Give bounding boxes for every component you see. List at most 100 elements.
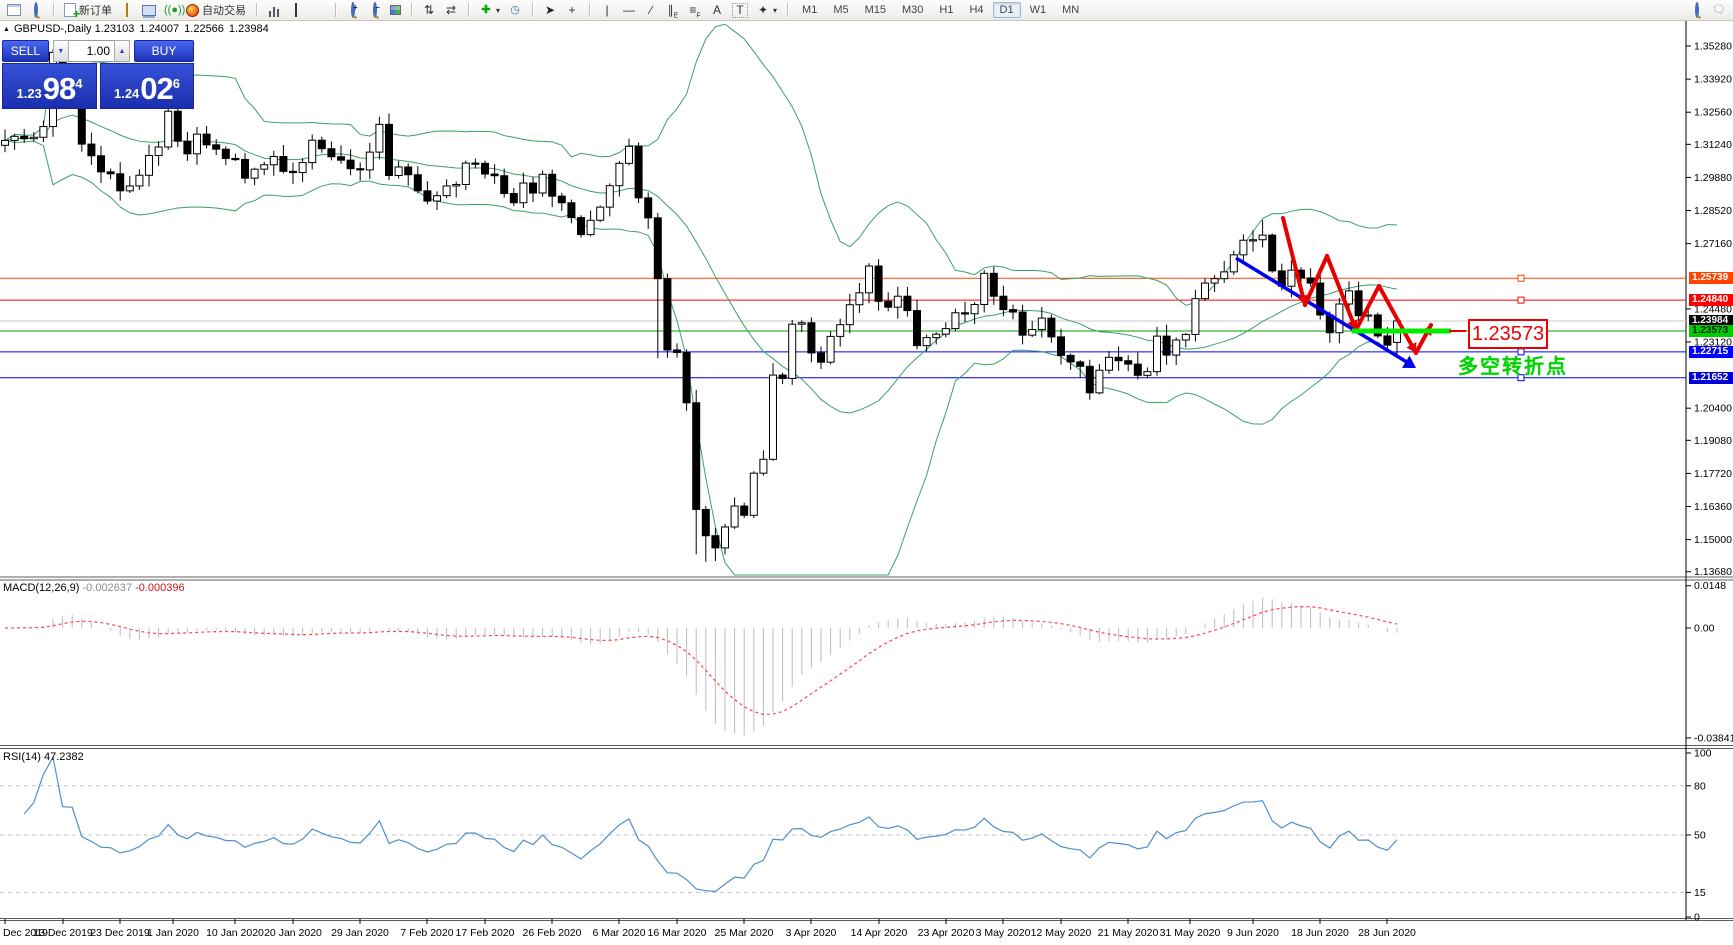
candle-body-bull xyxy=(1181,333,1190,341)
chat-button[interactable]: 🗨 xyxy=(1708,3,1730,18)
turning-point-note[interactable]: 多空转折点 xyxy=(1458,356,1568,378)
timeframe-w1[interactable]: W1 xyxy=(1029,4,1047,16)
axis-tick-label: 0.00 xyxy=(1694,623,1715,635)
hline-tool-button[interactable]: — xyxy=(618,3,640,18)
tile-windows-button[interactable] xyxy=(386,4,405,16)
ohlc-open: 1.23103 xyxy=(94,23,135,35)
volume-decrease-button[interactable]: ▼ xyxy=(52,40,69,62)
new-order-button[interactable]: 新订单 xyxy=(60,1,116,21)
timeframe-m15[interactable]: M15 xyxy=(864,4,886,16)
one-click-trading-panel: SELL ▼ 1.00 ▲ BUY 1.23 98 4 1.24 02 6 xyxy=(2,40,194,110)
candle-body-bull xyxy=(893,295,902,308)
timeframe-m30[interactable]: M30 xyxy=(902,4,924,16)
volume-increase-button[interactable]: ▲ xyxy=(114,40,131,62)
candle-body-bull xyxy=(586,219,595,236)
candle-body-bear xyxy=(241,158,249,179)
macd-value-signal: -0.000396 xyxy=(135,582,185,594)
cursor-tool-button[interactable]: ➤ xyxy=(539,3,561,18)
candle-body-bull xyxy=(461,162,470,185)
symbol-period: GBPUSD-,Daily xyxy=(13,23,92,35)
candle-body-bear xyxy=(346,159,355,170)
timeframe-h4[interactable]: H4 xyxy=(969,4,984,16)
candle-body-bull xyxy=(1287,269,1296,287)
candle-body-bear xyxy=(20,135,29,140)
candle-body-bear xyxy=(778,374,787,379)
cursor-icon: ➤ xyxy=(544,2,556,17)
candle-body-bull xyxy=(1258,234,1267,241)
auto-scroll-button[interactable]: ⇅ xyxy=(418,3,440,18)
volume-input[interactable]: 1.00 xyxy=(68,40,115,62)
toolbar-separator xyxy=(256,3,257,17)
autotrading-label: 自动交易 xyxy=(202,5,246,17)
candle-body-bear xyxy=(1085,365,1094,394)
candle-body-bear xyxy=(221,148,230,159)
candle-body-bear xyxy=(903,295,912,312)
bar-chart-mode-button[interactable] xyxy=(263,3,285,18)
candle-body-bull xyxy=(941,328,950,335)
candle-body-bull xyxy=(538,173,547,194)
text-tool-button[interactable]: A xyxy=(706,3,728,18)
terminal-button[interactable] xyxy=(138,4,160,17)
chart-window-title: ▲ GBPUSD-,Daily 1.23103 1.24007 1.22566 1.23… xyxy=(3,23,274,35)
axis-tick-label: Dec 2019 xyxy=(3,927,48,939)
price-callout-box[interactable]: 1.23573 xyxy=(1468,319,1548,349)
buy-price-small: 1.24 xyxy=(113,86,140,101)
macd-label: MACD(12,26,9) -0.002637 -0.000396 xyxy=(3,582,185,594)
autotrading-button[interactable]: 自动交易 xyxy=(182,1,250,19)
candle-body-bear xyxy=(673,349,681,353)
price-tag-1.22715: 1.22715 xyxy=(1689,345,1733,358)
timeframe-mn[interactable]: MN xyxy=(1062,4,1080,16)
sell-price-display[interactable]: 1.23 98 4 xyxy=(2,63,97,109)
price-tag-1.25739: 1.25739 xyxy=(1689,272,1733,285)
autotrading-icon xyxy=(186,3,199,17)
label-tool-button[interactable]: T xyxy=(728,2,752,19)
candle-body-bear xyxy=(999,295,1008,311)
zoom-out-button[interactable]: − xyxy=(364,1,386,18)
candle-body-bear xyxy=(106,171,115,175)
candle-body-bear xyxy=(1047,317,1056,338)
timeframe-d1[interactable]: D1 xyxy=(992,2,1021,18)
macd-value-main: -0.002637 xyxy=(82,582,133,594)
candle-body-bear xyxy=(356,168,365,171)
indicators-button[interactable]: ✚ ▾ xyxy=(475,3,504,18)
channel-tool-button[interactable]: ∥E xyxy=(662,3,684,19)
axis-tick-label: 17 Feb 2020 xyxy=(456,927,515,939)
timeframe-m5[interactable]: M5 xyxy=(833,4,849,16)
candle-body-bear xyxy=(337,156,345,161)
new-chart-button[interactable] xyxy=(3,3,25,17)
chart-shift-button[interactable]: ⇄ xyxy=(440,3,462,18)
candle-body-bull xyxy=(797,322,806,325)
buy-price-display[interactable]: 1.24 02 6 xyxy=(100,63,194,109)
buy-button[interactable]: BUY xyxy=(134,40,194,62)
crosshair-tool-button[interactable]: + xyxy=(561,3,583,18)
vline-tool-button[interactable]: | xyxy=(596,3,618,18)
candle-body-bull xyxy=(365,151,374,171)
candle-body-bear xyxy=(577,217,585,236)
candle-body-bull xyxy=(845,304,854,326)
axis-tick-label: 25 Mar 2020 xyxy=(715,927,774,939)
timeframe-h1[interactable]: H1 xyxy=(939,4,954,16)
shapes-tool-button[interactable]: ✦ ▾ xyxy=(752,3,781,18)
periods-button[interactable]: ◷ xyxy=(504,3,526,18)
candle-body-bull xyxy=(625,145,633,164)
candle-chart-mode-button[interactable] xyxy=(285,2,307,18)
fibonacci-tool-button[interactable]: ≡F xyxy=(684,3,706,19)
timeframe-m1[interactable]: M1 xyxy=(802,4,818,16)
dropdown-arrow-icon: ▾ xyxy=(496,5,501,15)
axis-tick-label: 13 Dec 2019 xyxy=(33,927,93,939)
terminal-icon xyxy=(142,4,156,16)
indicator-line xyxy=(4,606,1398,716)
candle-body-bear xyxy=(1124,360,1133,365)
sell-button[interactable]: SELL xyxy=(2,40,49,62)
axis-tick-label: 7 Feb 2020 xyxy=(400,927,453,939)
candle-body-bear xyxy=(1162,335,1171,356)
zoom-in-button[interactable]: + xyxy=(342,1,364,18)
candle-body-bull xyxy=(250,168,259,179)
signals-button[interactable]: ((●)) xyxy=(160,3,185,18)
candle-body-bull xyxy=(39,126,48,138)
axis-tick-label: 21 May 2020 xyxy=(1098,927,1159,939)
axis-tick-label: 12 May 2020 xyxy=(1031,927,1092,939)
candle-body-bear xyxy=(807,322,816,354)
trendline-tool-button[interactable]: ∕ xyxy=(640,3,662,18)
